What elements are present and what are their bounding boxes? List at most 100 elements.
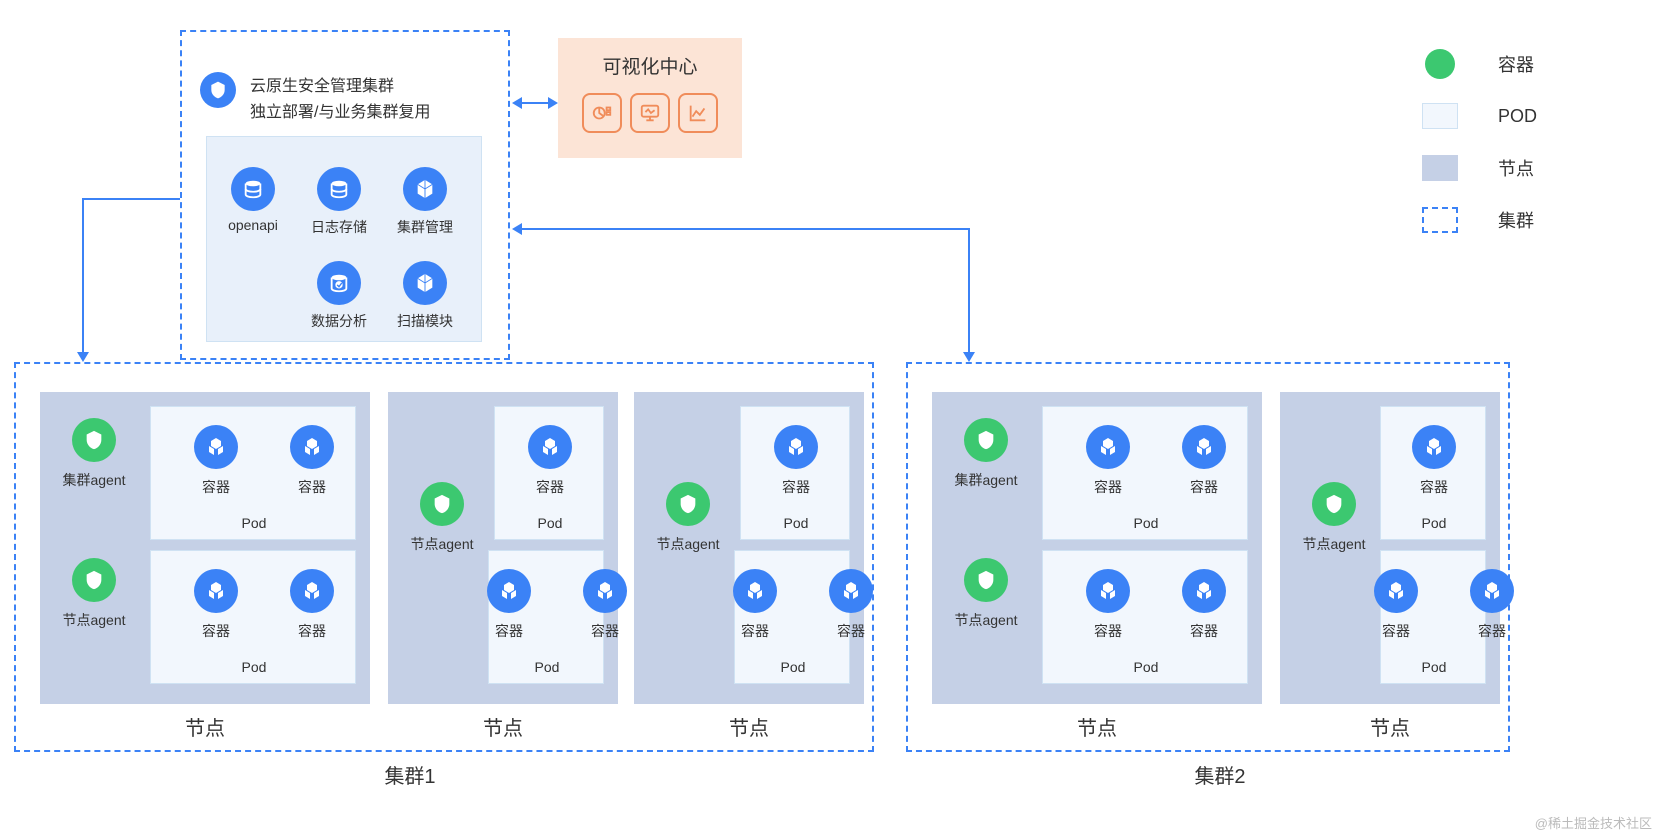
container-label: 容器 [569,621,641,641]
container-label: 容器 [719,621,791,641]
pod-box: 容器 容器 Pod [1042,550,1248,684]
shield-icon [200,72,236,108]
legend-label: 容器 [1498,51,1534,77]
pod-label: Pod [1043,659,1249,675]
pod-label: Pod [1381,515,1487,531]
database-icon [317,167,361,211]
pod-box: 容器容器Pod [488,550,604,684]
container-label: 容器 [815,621,887,641]
container-label: 容器 [1072,621,1144,641]
mgmt-services-panel: openapi 日志存储 集群管理 数据分析 扫描模块 [206,136,482,342]
container-icon [583,569,627,613]
legend-rect-icon [1422,207,1458,233]
svc-label: 日志存储 [301,217,377,237]
container-label: 容器 [1360,621,1432,641]
pod-label: Pod [495,515,605,531]
shield-agent-icon [964,558,1008,602]
arrow-connector [968,228,970,356]
legend-circle-icon [1425,49,1455,79]
legend-rect-icon [1422,155,1458,181]
mgmt-title-2: 独立部署/与业务集群复用 [250,98,430,122]
container-icon [1470,569,1514,613]
legend-label: 集群 [1498,207,1534,233]
shield-agent-icon [72,418,116,462]
arrow-head-icon [512,97,522,109]
agent-label: 集群agent [54,470,134,490]
legend-rect-icon [1422,103,1458,129]
arrow-head-icon [77,352,89,362]
container-icon [290,425,334,469]
container-label: 容器 [1398,477,1470,497]
node-box: 集群agent节点agent容器容器Pod容器容器Pod [40,392,370,704]
arrow-head-icon [512,223,522,235]
legend-row: 容器 [1422,50,1622,78]
container-label: 容器 [180,621,252,641]
container-label: 容器 [514,477,586,497]
node-label: 节点 [40,712,370,741]
container-icon [733,569,777,613]
monitor-icon [630,93,670,133]
pod-box: 容器 Pod [740,406,850,540]
arrow-connector [518,102,552,104]
mgmt-title-1: 云原生安全管理集群 [250,72,430,96]
container-label: 容器 [180,477,252,497]
arrow-connector [82,198,84,356]
pod-label: Pod [1381,659,1487,675]
legend-row: 节点 [1422,154,1622,182]
legend-row: POD [1422,102,1622,130]
legend-row: 集群 [1422,206,1622,234]
svc-label: 集群管理 [387,217,463,237]
container-icon [774,425,818,469]
watermark: @稀土掘金技术社区 [1535,813,1652,832]
cube-icon [403,167,447,211]
database-icon [231,167,275,211]
database-icon [317,261,361,305]
node-box: 集群agent节点agent容器容器Pod容器容器Pod [932,392,1262,704]
shield-agent-icon [1312,482,1356,526]
pod-label: Pod [741,515,851,531]
arrow-head-icon [548,97,558,109]
container-icon [1182,569,1226,613]
svc-label: 扫描模块 [387,311,463,331]
viz-title: 可视化中心 [558,52,742,79]
arrow-connector [82,198,180,200]
container-label: 容器 [276,621,348,641]
shield-agent-icon [964,418,1008,462]
container-icon [1086,569,1130,613]
container-label: 容器 [1168,477,1240,497]
container-icon [528,425,572,469]
container-icon [194,425,238,469]
agent-label: 节点agent [648,534,728,554]
legend-label: 节点 [1498,155,1534,181]
container-label: 容器 [1072,477,1144,497]
container-label: 容器 [1168,621,1240,641]
agent-label: 节点agent [1294,534,1374,554]
container-icon [194,569,238,613]
node-label: 节点 [932,712,1262,741]
chart-icon [678,93,718,133]
container-icon [290,569,334,613]
container-label: 容器 [1456,621,1528,641]
agent-label: 集群agent [946,470,1026,490]
pod-box: 容器容器Pod [150,406,356,540]
shield-agent-icon [420,482,464,526]
node-box: 节点agent容器Pod容器容器Pod [388,392,618,704]
container-label: 容器 [760,477,832,497]
container-label: 容器 [276,477,348,497]
node-box: 节点agent容器Pod容器容器Pod [634,392,864,704]
container-icon [829,569,873,613]
pod-label: Pod [151,659,357,675]
agent-label: 节点agent [402,534,482,554]
node-label: 节点 [388,712,618,741]
shield-agent-icon [666,482,710,526]
pod-box: 容器 Pod [1380,406,1486,540]
container-icon [1412,425,1456,469]
legend-label: POD [1498,106,1537,127]
cluster1-label: 集群1 [360,760,460,789]
container-icon [1374,569,1418,613]
pod-label: Pod [735,659,851,675]
agent-label: 节点agent [54,610,134,630]
arrow-connector [518,228,970,230]
pod-label: Pod [489,659,605,675]
container-label: 容器 [473,621,545,641]
